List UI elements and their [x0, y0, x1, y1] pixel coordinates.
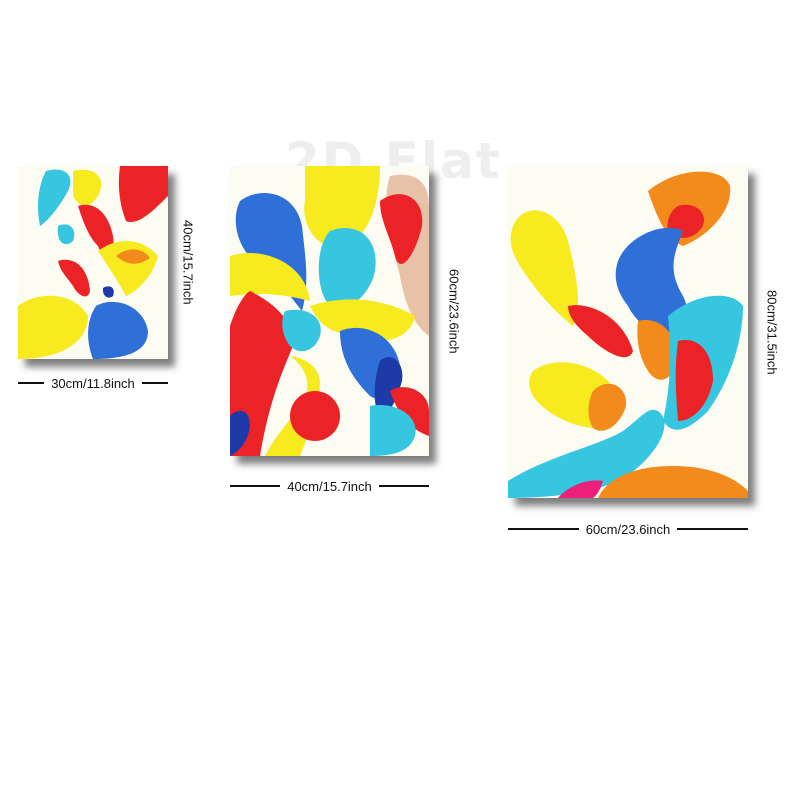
abstract-artwork-medium: [230, 166, 429, 456]
medium-height-label: 60cm/23.6inch: [446, 268, 462, 354]
large-width-dimension: 60cm/23.6inch: [508, 521, 748, 537]
small-width-label: 30cm/11.8inch: [51, 375, 135, 391]
canvas-small: [18, 166, 168, 359]
abstract-artwork-large: [508, 171, 748, 498]
canvas-medium: [230, 166, 429, 456]
large-height-dimension: 80cm/31.5inch: [764, 166, 780, 498]
small-width-dimension: 30cm/11.8inch: [18, 375, 168, 391]
medium-width-label: 40cm/15.7inch: [287, 478, 372, 494]
canvas-large: [508, 166, 748, 498]
small-height-label: 40cm/15.7inch: [180, 220, 196, 305]
small-height-dimension: 40cm/15.7inch: [180, 166, 196, 359]
medium-width-dimension: 40cm/15.7inch: [230, 478, 429, 494]
large-height-label: 80cm/31.5inch: [764, 289, 780, 375]
abstract-artwork-small: [18, 166, 168, 359]
medium-height-dimension: 60cm/23.6inch: [446, 166, 462, 456]
large-width-label: 60cm/23.6inch: [585, 521, 671, 537]
